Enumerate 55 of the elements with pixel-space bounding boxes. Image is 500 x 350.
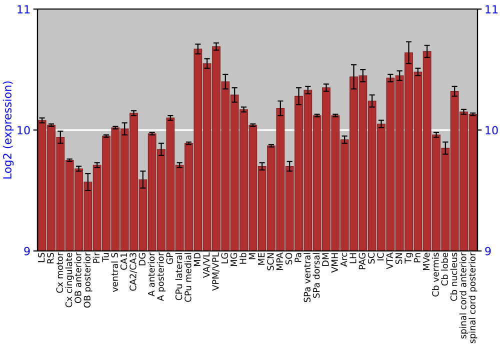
x-tick-label: LG [221,253,228,264]
x-tick-label: spinal cord posterior [468,252,478,344]
x-tick-label: Cb lobe [441,252,448,286]
x-tick-label: SPa dorsal [312,253,320,298]
x-tick-label: SO [285,252,292,264]
x-tick-label: MPA [276,252,283,270]
x-tick-label: MD [194,252,200,266]
x-tick-label: MG [230,253,238,266]
x-tick-label: VA/VL [203,252,210,278]
x-tick-label: Cx motor [56,252,63,293]
x-tick-label: DG [138,253,146,266]
y-axis-title: Log2 (expression) [2,81,14,178]
x-tick-label: Pn [414,253,420,262]
x-tick-label: GP [166,252,173,264]
x-tick-label: Cx cingulate [65,252,74,308]
x-tick-label: CA2/CA3 [130,253,138,291]
x-tick-label: M [248,253,256,260]
x-tick-label: SCN [267,253,274,270]
x-tick-label: OB posterior [84,252,92,308]
x-tick-label: ME [258,252,265,265]
x-tick-label: A posterior [156,252,166,302]
x-tick-label: Cb vermis [432,252,439,297]
x-tick-label: Cb nucleus [450,252,458,301]
x-tick-label: Tg [404,253,414,264]
x-tick-label: Hb [239,252,246,264]
x-tick-label: A anterior [148,252,155,296]
y-tick-label: 9 [24,246,30,256]
x-tick-label: VMH [331,253,338,273]
y2-tick-label: 9 [485,246,491,256]
x-tick-label: DM [322,253,329,266]
x-tick-label: VTA [386,252,393,270]
x-tick-label: Pa [294,253,302,262]
x-tick-label: Arc [340,252,348,267]
x-tick-label: CPu medial [184,253,192,302]
x-tick-label: RS [47,252,54,264]
y2-tick-label: 11 [486,5,498,14]
x-tick-label: Tu [102,253,109,262]
y-tick-label: 11 [18,5,30,14]
x-tick-label: MVe [423,252,430,270]
x-tick-label: spinal cord anterior [459,252,468,339]
y2-tick-label: 10 [486,126,498,134]
x-tick-label: Pir [92,252,100,263]
x-tick-label: IC [377,252,384,260]
x-tick-label: OB anterior [74,252,82,304]
x-tick-label: VPM/VPL [212,252,220,291]
x-tick-label: CA1 [120,253,128,270]
x-tick-label: LS [38,252,45,262]
x-tick-label: SC [368,252,375,264]
y-tick-label: 10 [18,126,30,134]
x-tick-label: ventral S [111,252,118,292]
x-tick-label: PAG [358,253,366,270]
x-tick-label: CPu lateral [175,253,182,300]
x-tick-label: LH [350,253,356,264]
x-tick-label: SN [395,253,402,264]
x-tick-label: SPa ventral [304,253,310,302]
